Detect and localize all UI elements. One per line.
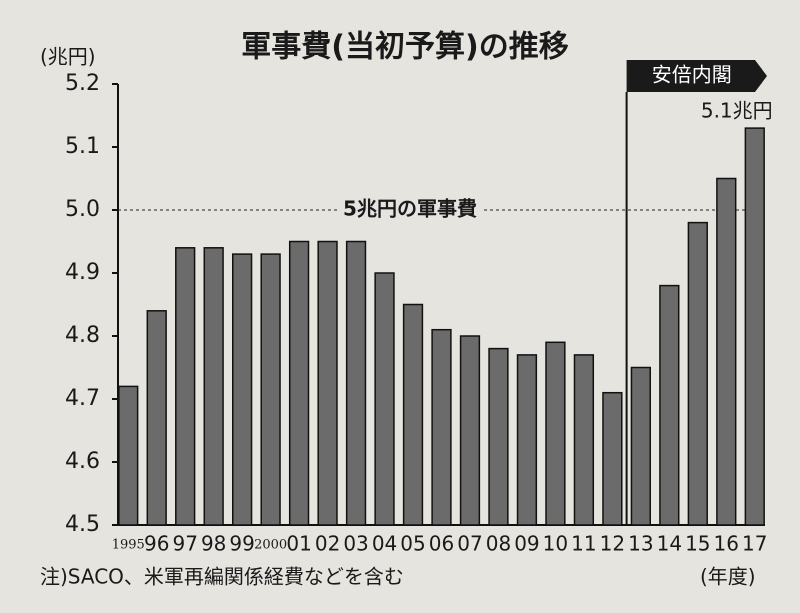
bar bbox=[744, 127, 765, 526]
bar bbox=[431, 328, 452, 526]
x-tick-label: 11 bbox=[571, 532, 596, 556]
x-tick-label: 01 bbox=[286, 532, 311, 556]
value-label: 5.1兆円 bbox=[701, 99, 773, 123]
period-arrow bbox=[626, 60, 767, 92]
y-tick-label: 5.0 bbox=[65, 197, 100, 222]
x-tick-label: 99 bbox=[229, 532, 254, 556]
bar bbox=[118, 385, 139, 526]
bar bbox=[317, 240, 338, 526]
y-tick-label: 4.7 bbox=[65, 386, 100, 411]
bar bbox=[630, 366, 651, 526]
reference-label: 5兆円の軍事費 bbox=[343, 197, 477, 221]
x-tick-label: 06 bbox=[429, 532, 454, 556]
x-tick-label: 17 bbox=[742, 532, 767, 556]
bar bbox=[573, 354, 595, 526]
x-tick-label: 07 bbox=[457, 532, 482, 556]
x-tick-label: 08 bbox=[486, 532, 511, 556]
x-tick-label: 1995 bbox=[112, 538, 145, 553]
y-tick-label: 4.6 bbox=[65, 449, 100, 474]
y-tick-label: 4.8 bbox=[65, 323, 100, 348]
x-axis-label: (年度) bbox=[700, 565, 756, 589]
x-tick-label: 05 bbox=[400, 532, 425, 556]
x-tick-label: 14 bbox=[657, 532, 682, 556]
bar bbox=[402, 303, 424, 526]
note: 注)SACO、米軍再編関係経費などを含む bbox=[40, 565, 404, 589]
x-tick-label: 15 bbox=[685, 532, 710, 556]
x-tick-label: 96 bbox=[144, 532, 169, 556]
x-tick-label: 03 bbox=[343, 532, 368, 556]
x-tick-label: 10 bbox=[543, 532, 568, 556]
bar bbox=[459, 335, 481, 526]
chart-title: 軍事費(当初予算)の推移 bbox=[241, 30, 568, 65]
y-axis-label: (兆円) bbox=[40, 45, 96, 69]
bar bbox=[602, 391, 623, 526]
x-tick-label: 09 bbox=[514, 532, 539, 556]
x-tick-label: 97 bbox=[172, 532, 197, 556]
bar bbox=[260, 253, 281, 526]
period-label: 安倍内閣 bbox=[652, 63, 732, 87]
bar bbox=[659, 284, 680, 526]
bar bbox=[545, 341, 566, 526]
y-tick-label: 5.1 bbox=[65, 134, 100, 159]
bar bbox=[488, 347, 509, 526]
bar bbox=[203, 247, 224, 526]
x-tick-label: 02 bbox=[315, 532, 340, 556]
bar bbox=[687, 221, 708, 526]
bar bbox=[146, 310, 167, 526]
bar bbox=[175, 247, 196, 526]
bar bbox=[716, 177, 737, 526]
bar bbox=[374, 272, 395, 526]
x-tick-label: 2000 bbox=[254, 538, 287, 553]
bar bbox=[232, 253, 253, 526]
x-tick-label: 98 bbox=[201, 532, 226, 556]
y-tick-label: 4.5 bbox=[65, 512, 100, 537]
y-tick-label: 5.2 bbox=[65, 71, 100, 96]
x-tick-label: 04 bbox=[372, 532, 397, 556]
reference-label-bg bbox=[337, 196, 483, 221]
x-tick-label: 16 bbox=[714, 532, 739, 556]
x-tick-label: 12 bbox=[600, 532, 625, 556]
x-tick-label: 13 bbox=[628, 532, 653, 556]
y-tick-label: 4.9 bbox=[65, 260, 100, 285]
bar bbox=[516, 354, 538, 526]
bar bbox=[345, 240, 367, 526]
bar bbox=[288, 240, 310, 526]
